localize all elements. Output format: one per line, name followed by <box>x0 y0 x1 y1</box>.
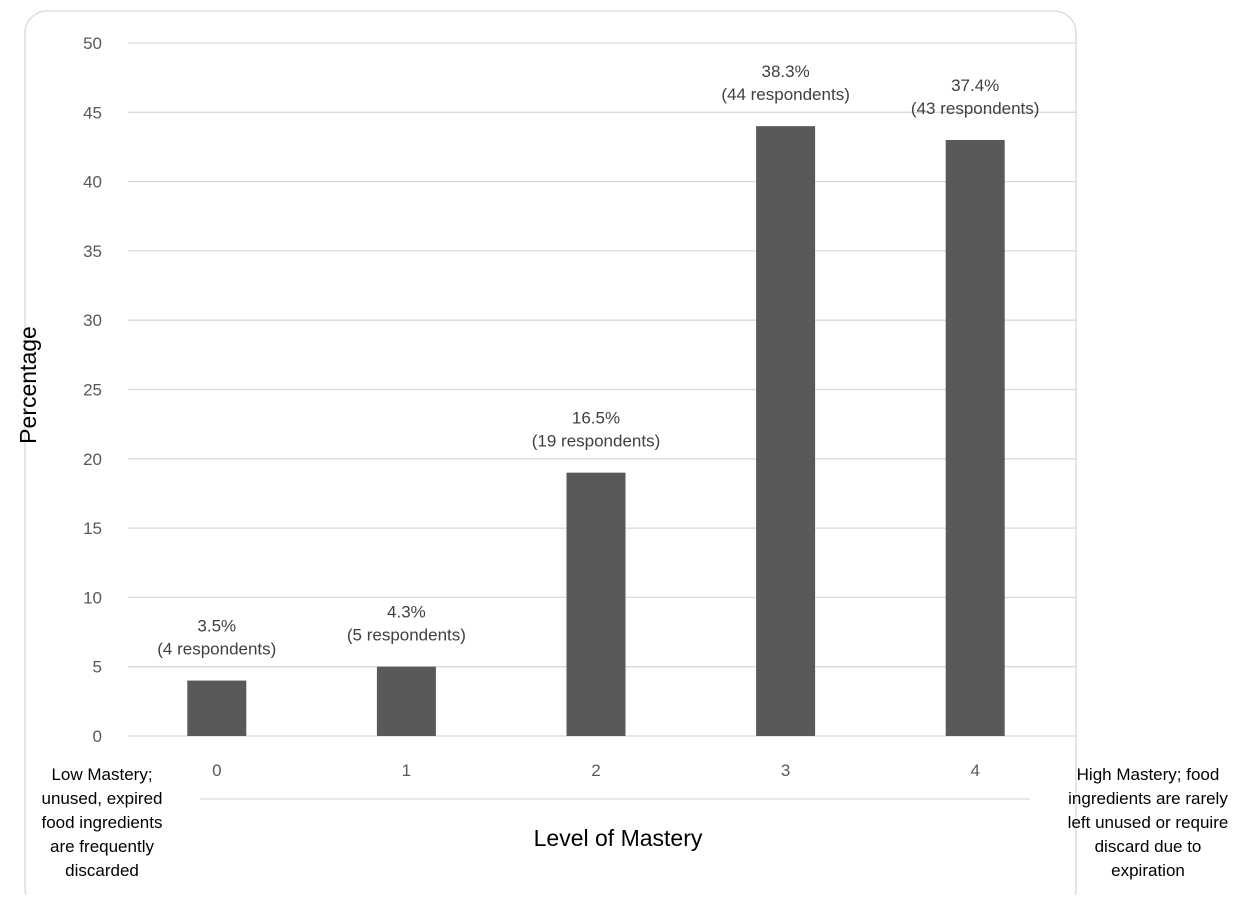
data-label-percent: 3.5% <box>197 617 236 636</box>
y-axis-title: Percentage <box>15 326 41 444</box>
data-labels: 3.5% (4 respondents) 4.3% (5 respondents) 16… <box>157 62 1039 658</box>
data-label-respondents: (19 respondents) <box>532 432 661 451</box>
x-tick-label: 2 <box>591 761 600 780</box>
y-tick-label: 50 <box>83 34 102 53</box>
y-tick-label: 5 <box>93 658 102 677</box>
chart-frame <box>24 10 1077 900</box>
low-mastery-line: are frequently <box>50 837 154 856</box>
y-tick-label: 45 <box>83 103 102 122</box>
high-mastery-line: High Mastery; food <box>1077 765 1220 784</box>
data-label-percent: 4.3% <box>387 603 426 622</box>
low-mastery-annotation: Low Mastery; unused, expired food ingredie… <box>42 765 163 880</box>
bar-4 <box>945 140 1005 736</box>
bar-3 <box>756 126 816 736</box>
y-tick-label: 15 <box>83 519 102 538</box>
high-mastery-line: ingredients are rarely <box>1068 789 1228 808</box>
data-label-respondents: (5 respondents) <box>347 626 466 645</box>
low-mastery-line: unused, expired <box>42 789 163 808</box>
y-tick-label: 40 <box>83 173 102 192</box>
data-label-percent: 37.4% <box>951 76 999 95</box>
high-mastery-line: expiration <box>1111 861 1185 880</box>
x-tick-label: 0 <box>212 761 221 780</box>
bar-0 <box>187 680 247 736</box>
high-mastery-line: discard due to <box>1095 837 1202 856</box>
x-axis-ticks: 0 1 2 3 4 <box>212 761 980 780</box>
low-mastery-line: food ingredients <box>42 813 163 832</box>
data-label-respondents: (44 respondents) <box>721 85 850 104</box>
y-tick-label: 20 <box>83 450 102 469</box>
high-mastery-line: left unused or require <box>1068 813 1229 832</box>
high-mastery-annotation: High Mastery; food ingredients are rarely… <box>1068 765 1229 880</box>
low-mastery-line: Low Mastery; <box>51 765 152 784</box>
bar-1 <box>376 666 436 736</box>
data-label-percent: 16.5% <box>572 409 620 428</box>
x-axis-title: Level of Mastery <box>534 825 703 851</box>
y-tick-label: 35 <box>83 242 102 261</box>
y-tick-label: 0 <box>93 727 102 746</box>
bar-2 <box>566 472 626 736</box>
low-mastery-line: discarded <box>65 861 139 880</box>
bars <box>187 126 1005 736</box>
y-tick-label: 30 <box>83 311 102 330</box>
data-label-respondents: (43 respondents) <box>911 99 1040 118</box>
y-tick-label: 10 <box>83 588 102 607</box>
y-axis-ticks: 0 5 10 15 20 25 30 35 40 45 50 <box>83 34 102 746</box>
x-tick-label: 3 <box>781 761 790 780</box>
y-tick-label: 25 <box>83 381 102 400</box>
x-tick-label: 1 <box>402 761 411 780</box>
data-label-respondents: (4 respondents) <box>157 640 276 659</box>
gridlines <box>128 42 1076 737</box>
data-label-percent: 38.3% <box>761 62 809 81</box>
x-tick-label: 4 <box>970 761 979 780</box>
